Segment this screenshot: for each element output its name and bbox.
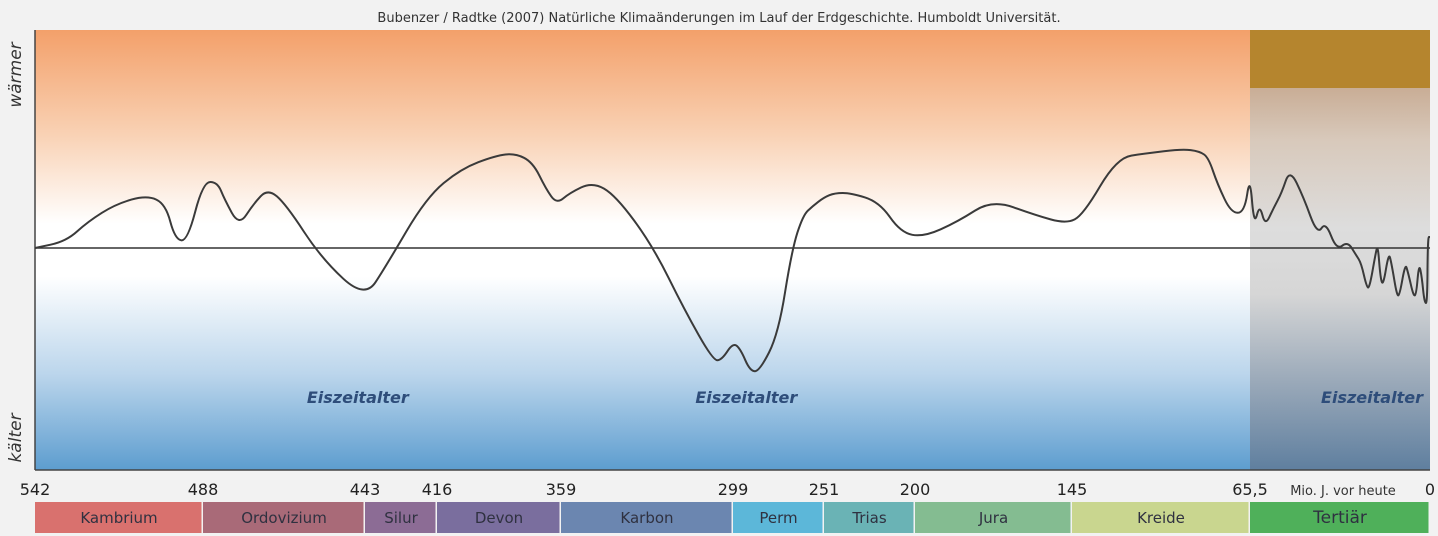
x-tick-labels: 542 488 443 416 359 299 251 200 145 65,5 0 bbox=[20, 480, 1435, 499]
period-label: Jura bbox=[978, 509, 1008, 527]
x-tick-label: 542 bbox=[20, 480, 51, 499]
period-segment bbox=[203, 502, 364, 533]
period-segment bbox=[1072, 502, 1249, 533]
x-tick-label: 0 bbox=[1425, 480, 1435, 499]
x-tick-label: 359 bbox=[546, 480, 577, 499]
y-label-colder: kälter bbox=[6, 412, 26, 462]
period-label: Perm bbox=[759, 509, 797, 527]
period-label: Kreide bbox=[1137, 509, 1185, 527]
x-tick-label: 65,5 bbox=[1232, 480, 1268, 499]
period-bar: Kambrium Ordovizium Silur Devon Karbon Perm Tr… bbox=[35, 502, 1429, 533]
annotations: Eiszeitalter Eiszeitalter Eiszeitalter bbox=[307, 388, 1424, 407]
recent-era-background bbox=[1250, 30, 1430, 470]
ice-age-annotation: Eiszeitalter bbox=[307, 388, 410, 407]
ice-age-annotation: Eiszeitalter bbox=[1321, 388, 1424, 407]
temperature-curve bbox=[34, 148, 1430, 373]
plot-background bbox=[35, 30, 1250, 470]
chart-title: Bubenzer / Radtke (2007) Natürliche Klim… bbox=[377, 11, 1060, 26]
period-label: Silur bbox=[384, 509, 418, 527]
period-label: Trias bbox=[851, 509, 886, 527]
period-segment bbox=[1250, 502, 1429, 533]
x-tick-label: 488 bbox=[188, 480, 219, 499]
period-segment bbox=[35, 502, 202, 533]
period-segment bbox=[824, 502, 914, 533]
x-tick-label: 200 bbox=[900, 480, 931, 499]
period-segment bbox=[365, 502, 436, 533]
period-label: Karbon bbox=[620, 509, 673, 527]
period-label: Ordovizium bbox=[241, 509, 327, 527]
y-label-warmer: wärmer bbox=[6, 41, 26, 107]
x-tick-label: 145 bbox=[1057, 480, 1088, 499]
period-segment bbox=[915, 502, 1071, 533]
recent-warm-band bbox=[1250, 30, 1430, 88]
period-segment bbox=[561, 502, 732, 533]
period-label: Tertiär bbox=[1312, 508, 1367, 528]
ice-age-annotation: Eiszeitalter bbox=[695, 388, 798, 407]
period-segment bbox=[733, 502, 823, 533]
period-label: Devon bbox=[475, 509, 523, 527]
x-tick-label: 251 bbox=[809, 480, 840, 499]
period-label: Kambrium bbox=[80, 509, 157, 527]
x-tick-label: 443 bbox=[350, 480, 381, 499]
x-tick-label: 299 bbox=[718, 480, 749, 499]
x-axis-label: Mio. J. vor heute bbox=[1290, 484, 1396, 499]
x-tick-label: 416 bbox=[422, 480, 453, 499]
period-segment bbox=[437, 502, 560, 533]
